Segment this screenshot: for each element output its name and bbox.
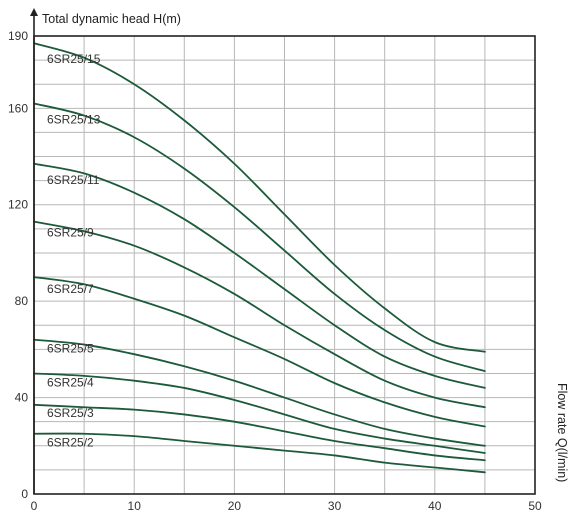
curve-label: 6SR25/13	[47, 112, 101, 126]
curve-6sr25-3	[33, 403, 486, 462]
curve-6sr25-11	[33, 162, 486, 389]
y-tick-label: 120	[8, 198, 28, 212]
curve-label: 6SR25/7	[47, 282, 94, 296]
curve-6sr25-2	[33, 432, 486, 474]
curve-label: 6SR25/15	[47, 52, 101, 66]
curve-6sr25-15	[33, 42, 486, 353]
x-tick-label: 20	[228, 499, 242, 513]
curve-label: 6SR25/3	[47, 406, 94, 420]
y-axis-arrow-icon	[30, 8, 38, 16]
curve-6sr25-5	[33, 338, 486, 447]
curve-label: 6SR25/5	[47, 342, 94, 356]
y-tick-label: 0	[21, 487, 28, 501]
y-tick-label: 160	[8, 101, 28, 115]
x-axis-title: Flow rate Q(l/min)	[555, 383, 569, 482]
curves	[33, 42, 486, 474]
curve-6sr25-13	[33, 102, 486, 372]
x-tick-label: 10	[128, 499, 142, 513]
curve-label: 6SR25/4	[47, 375, 94, 389]
tick-labels: 0 10 20 30 40 50 0 40 80 120 160 190	[8, 29, 542, 513]
axes	[30, 8, 536, 495]
y-tick-label: 80	[15, 294, 29, 308]
y-axis-title: Total dynamic head H(m)	[42, 12, 181, 26]
curve-6sr25-9	[33, 220, 486, 409]
grid	[34, 36, 535, 494]
x-tick-label: 30	[328, 499, 342, 513]
y-tick-label: 190	[8, 29, 28, 43]
x-tick-label: 50	[528, 499, 542, 513]
x-tick-label: 40	[428, 499, 442, 513]
curve-label: 6SR25/2	[47, 436, 94, 450]
curve-label: 6SR25/11	[47, 173, 100, 187]
curve-label: 6SR25/9	[47, 226, 94, 240]
curve-6sr25-7	[33, 276, 486, 428]
y-tick-label: 40	[15, 391, 29, 405]
curve-labels: 6SR25/15 6SR25/13 6SR25/11 6SR25/9 6SR25/7 6S…	[47, 52, 101, 450]
x-tick-label: 0	[31, 499, 38, 513]
curve-6sr25-4	[33, 372, 486, 454]
